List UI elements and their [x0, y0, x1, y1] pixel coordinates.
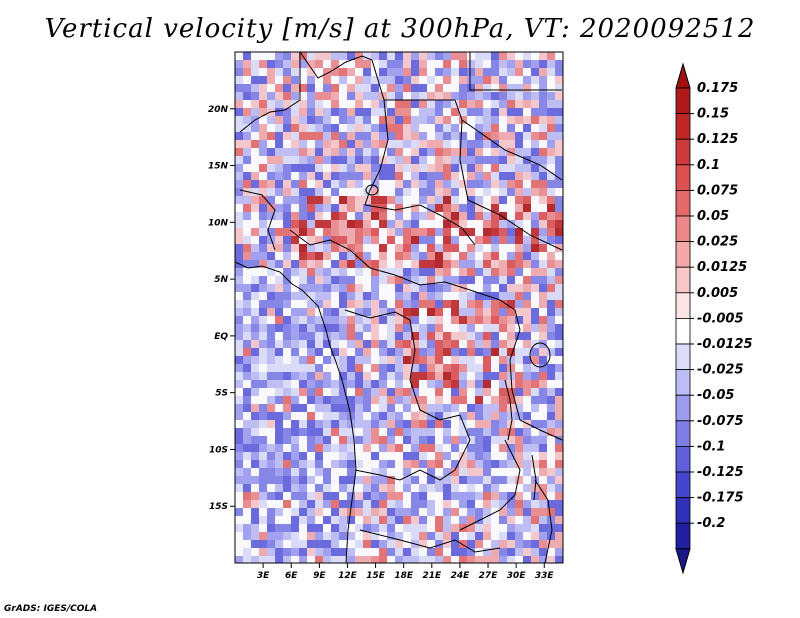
- border-line: [359, 529, 501, 553]
- border-line: [384, 99, 469, 201]
- colorbar-bottom-arrow: [675, 548, 691, 575]
- lat-tick-label: 10S: [209, 445, 228, 455]
- lon-tick-label: 33E: [535, 571, 555, 581]
- colorbar-label: -0.1: [697, 439, 725, 454]
- colorbar-swatch: [675, 522, 691, 550]
- border-line: [461, 119, 563, 181]
- lon-tick-label: 18E: [394, 571, 414, 581]
- colorbar-swatch: [675, 164, 691, 191]
- colorbar-label: 0.175: [697, 81, 738, 96]
- colorbar-swatch: [675, 445, 691, 473]
- map-frame: [234, 51, 564, 564]
- colorbar-label: -0.05: [697, 388, 734, 403]
- lon-tick-label: 15E: [366, 571, 386, 581]
- colorbar-label: -0.2: [697, 516, 725, 531]
- colorbar-label: 0.15: [697, 107, 729, 122]
- colorbar-swatch: [675, 420, 691, 447]
- border-line: [364, 204, 476, 246]
- colorbar-swatch: [675, 292, 691, 319]
- lat-tick-label: 15N: [208, 162, 229, 172]
- colorbar-label: 0.125: [697, 132, 738, 147]
- colorbar-swatch: [675, 497, 691, 524]
- lon-tick-label: 30E: [507, 571, 527, 581]
- colorbar-label: 0.05: [697, 209, 729, 224]
- colorbar-label: -0.025: [697, 363, 744, 378]
- colorbar-swatch: [675, 343, 691, 371]
- colorbar-swatch: [675, 317, 691, 345]
- lon-tick-label: 3E: [257, 571, 270, 581]
- colorbar-label: -0.0125: [697, 337, 753, 352]
- lat-tick-label: 10N: [208, 218, 229, 228]
- border-line: [467, 199, 563, 251]
- colorbar-swatch: [675, 113, 691, 140]
- coastline: [235, 261, 357, 563]
- border-line: [499, 299, 563, 441]
- lon-tick-label: 12E: [338, 571, 358, 581]
- lake-chad: [365, 184, 379, 196]
- grads-credit: GrADS: IGES/COLA: [4, 604, 98, 614]
- colorbar-label: -0.175: [697, 491, 744, 506]
- lake-victoria: [529, 342, 551, 368]
- colorbar-label: 0.1: [697, 158, 720, 173]
- colorbar-swatch: [675, 87, 691, 115]
- lake-tanganyika: [504, 379, 513, 441]
- colorbar: 0.175 0.15 0.125 0.1 0.075 0.05 0.025 0.0125 0.0…: [675, 62, 753, 575]
- border-line: [469, 52, 562, 91]
- colorbar-swatch: [675, 394, 691, 422]
- lat-tick-label: 5N: [214, 275, 228, 285]
- colorbar-swatch: [675, 471, 691, 499]
- border-line: [459, 439, 521, 531]
- lon-tick-label: 9E: [313, 571, 326, 581]
- lat-tick-label: EQ: [214, 332, 228, 342]
- lon-tick-label: 27E: [479, 571, 499, 581]
- lat-tick-label: 5S: [215, 389, 228, 399]
- colorbar-swatch: [675, 266, 691, 294]
- border-line: [354, 414, 471, 481]
- border-line: [534, 479, 553, 563]
- colorbar-swatch: [675, 369, 691, 396]
- lon-tick-label: 6E: [285, 571, 298, 581]
- border-line: [299, 52, 373, 79]
- colorbar-label: -0.125: [697, 465, 744, 480]
- border-line: [409, 319, 461, 421]
- colorbar-swatch: [675, 215, 691, 243]
- border-line: [289, 229, 371, 269]
- colorbar-label: -0.075: [697, 414, 744, 429]
- colorbar-label: 0.025: [697, 235, 738, 250]
- colorbar-label: 0.0125: [697, 260, 747, 275]
- colorbar-top-arrow: [675, 62, 691, 89]
- map-axes: 20N 15N 10N 5N EQ 5S 10S 15S 3E 6E 9E 12E 15E 18E 21E 2…: [208, 105, 555, 581]
- border-line: [369, 267, 501, 301]
- chart-title: Vertical velocity [m/s] at 300hPa, VT: 2…: [44, 14, 756, 44]
- border-line: [239, 52, 301, 133]
- lake-malawi: [531, 454, 537, 501]
- border-line: [364, 59, 389, 206]
- lat-tick-label: 15S: [209, 502, 228, 512]
- lat-tick-label: 20N: [208, 105, 229, 115]
- border-line: [344, 309, 411, 321]
- colorbar-label: 0.005: [697, 286, 738, 301]
- colorbar-swatch: [675, 138, 691, 166]
- colorbar-label: 0.075: [697, 183, 738, 198]
- colorbar-swatch: [675, 241, 691, 268]
- lon-tick-label: 24E: [451, 571, 471, 581]
- border-line: [239, 189, 276, 251]
- colorbar-label: -0.005: [697, 311, 744, 326]
- country-borders: [235, 52, 563, 563]
- lon-tick-label: 21E: [422, 571, 442, 581]
- colorbar-swatch: [675, 189, 691, 217]
- velocity-field: [235, 52, 563, 563]
